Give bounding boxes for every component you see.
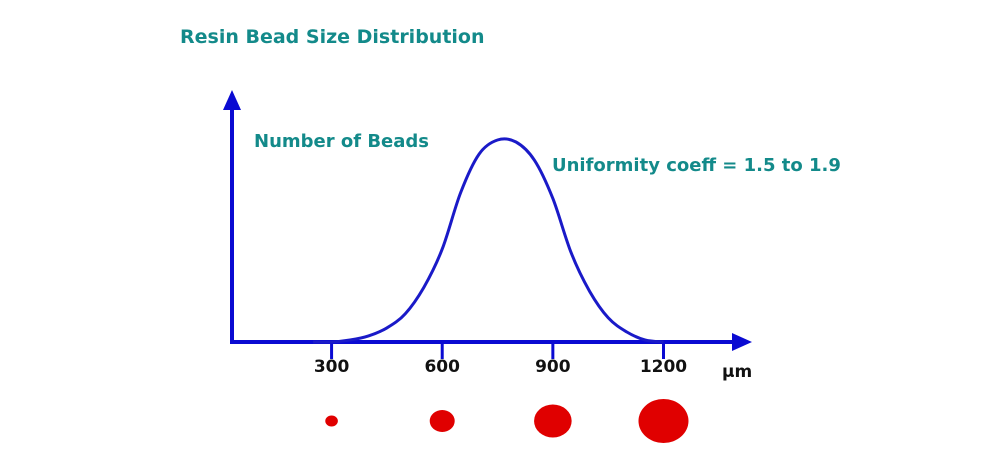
x-axis-arrow [732,333,752,351]
bead-marker-1200 [638,399,689,443]
bead-marker-300 [325,415,338,427]
y-axis-arrow [223,90,241,110]
y-axis-label: Number of Beads [254,131,429,152]
uniformity-annotation: Uniformity coeff = 1.5 to 1.9 [552,155,841,176]
x-ticks: 300 600 900 1200 [314,342,687,377]
x-tick-label-600: 600 [424,357,460,377]
distribution-curve [313,137,664,344]
bead-marker-900 [534,404,572,438]
bead-marker-600 [429,410,455,432]
x-axis-unit: µm [722,362,752,382]
x-tick-label-300: 300 [314,357,350,377]
x-tick-label-900: 900 [535,357,571,377]
bead-size-markers [325,399,689,443]
chart-title: Resin Bead Size Distribution [180,26,485,48]
x-tick-label-1200: 1200 [640,357,687,377]
